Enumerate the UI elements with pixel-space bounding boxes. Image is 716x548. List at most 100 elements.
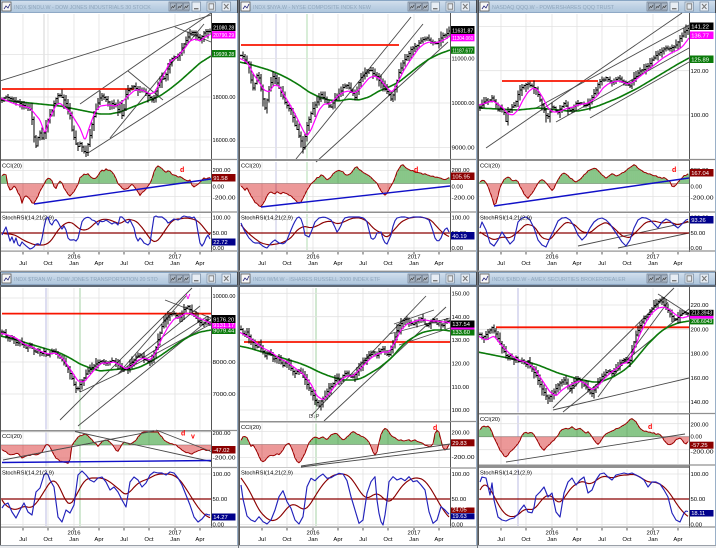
svg-text:200.00: 200.00 [452, 431, 471, 437]
svg-text:-47.02: -47.02 [213, 448, 229, 454]
svg-text:206.6043: 206.6043 [691, 319, 712, 325]
svg-text:2017: 2017 [407, 255, 420, 261]
svg-text:CCI(20): CCI(20) [480, 417, 500, 423]
svg-text:120.00: 120.00 [452, 362, 471, 368]
svg-text:19939.28: 19939.28 [213, 52, 234, 58]
svg-text:Oct: Oct [383, 537, 393, 543]
svg-text:0.00: 0.00 [691, 435, 703, 441]
svg-text:Jan: Jan [409, 537, 419, 543]
svg-text:7000.00: 7000.00 [213, 392, 237, 398]
svg-text:-200.00: -200.00 [213, 196, 237, 202]
svg-text:CCI(20): CCI(20) [2, 434, 22, 440]
svg-text:0.00: 0.00 [213, 246, 225, 252]
svg-text:Oct: Oct [144, 261, 154, 267]
svg-text:105.95: 105.95 [452, 175, 470, 181]
svg-text:0.00: 0.00 [691, 523, 703, 529]
svg-text:CCI(20): CCI(20) [241, 425, 261, 431]
svg-text:100.00: 100.00 [691, 472, 710, 478]
svg-text:141.22: 141.22 [691, 25, 709, 31]
svg-text:StochRSI(14,21(2,9): StochRSI(14,21(2,9) [241, 471, 293, 477]
svg-text:50.00: 50.00 [452, 497, 467, 503]
svg-text:125.89: 125.89 [691, 58, 709, 64]
svg-text:2017: 2017 [407, 531, 420, 537]
svg-text:-57.25: -57.25 [691, 443, 707, 449]
svg-text:0.00: 0.00 [691, 185, 703, 191]
svg-text:0.00: 0.00 [452, 523, 464, 529]
svg-text:2016: 2016 [306, 531, 320, 537]
svg-text:9131.17: 9131.17 [213, 323, 234, 329]
svg-text:Jul: Jul [120, 537, 128, 543]
svg-text:Oct: Oct [43, 537, 53, 543]
svg-text:10000.00: 10000.00 [213, 294, 237, 300]
svg-text:136.77: 136.77 [691, 34, 709, 40]
svg-text:Oct: Oct [144, 537, 154, 543]
svg-text:Jul: Jul [497, 537, 505, 543]
svg-text:100.00: 100.00 [452, 472, 471, 478]
svg-text:9000.00: 9000.00 [452, 146, 476, 152]
svg-text:Jul: Jul [359, 537, 367, 543]
svg-text:29.83: 29.83 [452, 441, 467, 447]
svg-text:d: d [672, 167, 676, 174]
svg-text:2017: 2017 [168, 531, 181, 537]
svg-text:50.00: 50.00 [691, 497, 706, 503]
svg-text:-200.00: -200.00 [691, 450, 715, 456]
svg-text:Jan: Jan [69, 537, 79, 543]
svg-text:Jan: Jan [308, 537, 318, 543]
svg-text:StochRSI(14,21(2,9): StochRSI(14,21(2,9) [480, 216, 532, 222]
svg-text:-200.00: -200.00 [213, 456, 237, 462]
svg-text:Oct: Oct [43, 261, 53, 267]
svg-text:Jan: Jan [547, 537, 557, 543]
svg-text:2016: 2016 [545, 255, 559, 261]
svg-text:110.00: 110.00 [452, 385, 470, 391]
svg-text:Jan: Jan [170, 261, 180, 267]
svg-text:Apr: Apr [333, 261, 342, 267]
svg-text:100.00: 100.00 [691, 113, 710, 119]
svg-text:2016: 2016 [545, 531, 559, 537]
svg-text:91.58: 91.58 [213, 176, 228, 182]
svg-text:StochRSI(14,21(2,9): StochRSI(14,21(2,9) [480, 471, 532, 477]
svg-text:Oct: Oct [521, 537, 531, 543]
svg-text:Jan: Jan [409, 261, 419, 267]
svg-text:Jul: Jul [598, 537, 606, 543]
svg-text:9079.44: 9079.44 [213, 329, 235, 335]
svg-text:200.00: 200.00 [213, 431, 232, 437]
svg-text:137.54: 137.54 [452, 322, 471, 328]
svg-text:133.60: 133.60 [452, 330, 470, 336]
svg-text:10000.00: 10000.00 [452, 101, 476, 107]
svg-text:Jan: Jan [69, 261, 79, 267]
svg-text:120.00: 120.00 [691, 69, 710, 75]
svg-text:Apr: Apr [94, 537, 103, 543]
svg-text:167.04: 167.04 [691, 171, 710, 177]
svg-text:50.00: 50.00 [213, 497, 228, 503]
svg-text:d: d [414, 167, 418, 174]
svg-text:Apr: Apr [195, 537, 204, 543]
svg-text:NASDAQ QQQ.W - POWERSHARES QQQ: NASDAQ QQQ.W - POWERSHARES QQQ TRUST [492, 5, 615, 11]
svg-text:CCI(20): CCI(20) [480, 164, 500, 170]
svg-text:14.27: 14.27 [213, 515, 228, 521]
svg-text:0.00: 0.00 [213, 523, 225, 529]
svg-text:Apr: Apr [572, 261, 581, 267]
svg-text:11631.87: 11631.87 [452, 29, 473, 35]
svg-text:-200.00: -200.00 [452, 196, 476, 202]
svg-text:8000.00: 8000.00 [213, 360, 237, 366]
svg-text:0.00: 0.00 [452, 185, 464, 191]
svg-text:50.00: 50.00 [213, 231, 228, 237]
svg-text:Apr: Apr [673, 537, 682, 543]
svg-text:Jul: Jul [598, 261, 606, 267]
svg-text:50.00: 50.00 [691, 231, 706, 237]
svg-text:D↓P: D↓P [309, 414, 320, 420]
svg-text:11304.060: 11304.060 [452, 36, 473, 42]
svg-text:100.00: 100.00 [452, 408, 471, 414]
svg-text:Jul: Jul [359, 261, 367, 267]
svg-text:d: d [180, 167, 184, 174]
svg-text:140.00: 140.00 [691, 400, 710, 406]
svg-text:Oct: Oct [521, 261, 531, 267]
svg-text:100.00: 100.00 [213, 472, 232, 478]
svg-text:-200.00: -200.00 [452, 455, 476, 461]
svg-text:StochRSI(14,21(2,9): StochRSI(14,21(2,9) [241, 216, 293, 222]
svg-text:2017: 2017 [646, 531, 659, 537]
svg-text:v: v [191, 434, 195, 441]
svg-text:0.00: 0.00 [213, 185, 225, 191]
svg-text:24.05: 24.05 [452, 508, 467, 514]
svg-text:Apr: Apr [572, 537, 581, 543]
